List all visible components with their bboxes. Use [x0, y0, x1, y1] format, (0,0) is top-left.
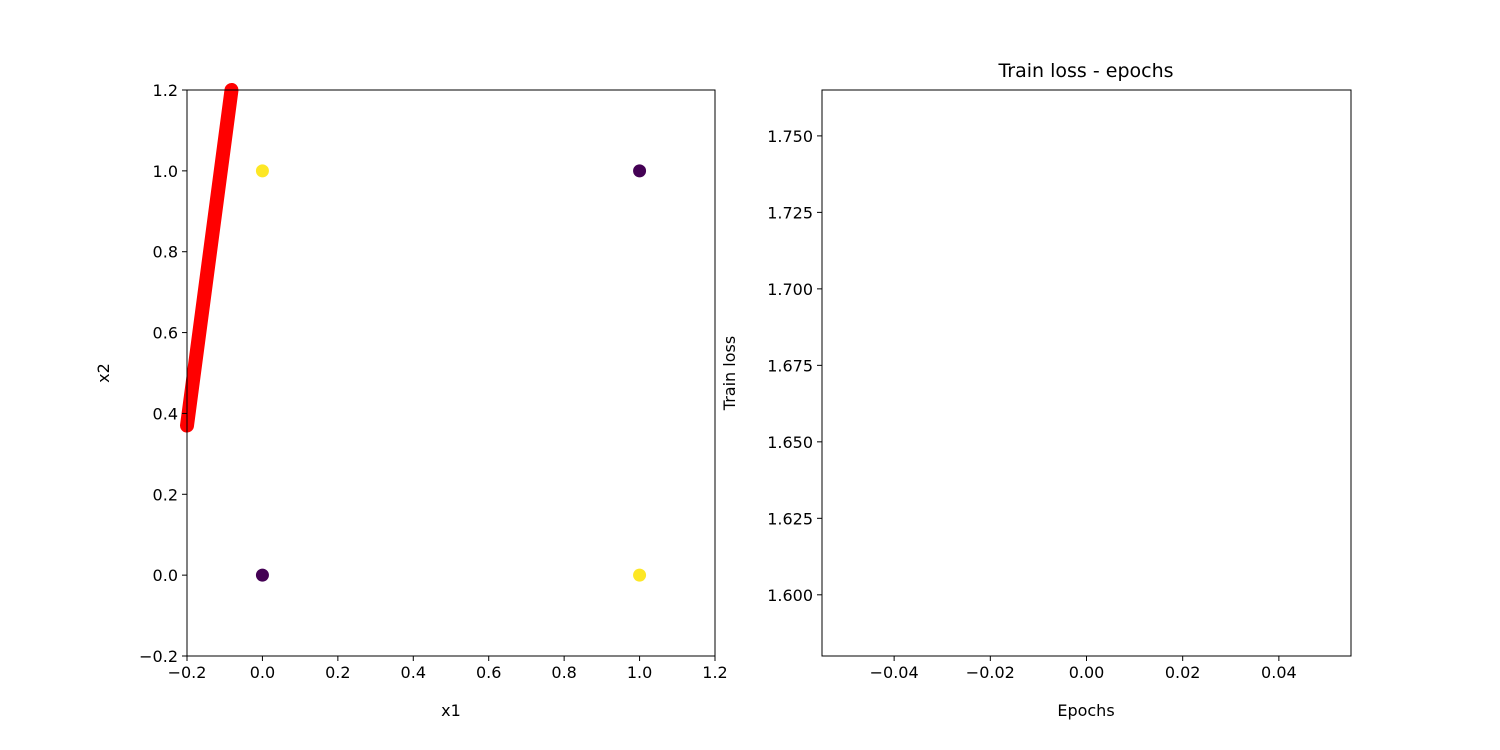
y-tick-label: 0.0	[153, 566, 178, 585]
x-tick-label: 0.6	[476, 663, 501, 682]
train-loss-plot: −0.04 −0.02 0.00 0.02 0.04 1.6001.6251.6501.…	[720, 60, 1352, 720]
x-tick-label: 1.0	[627, 663, 652, 682]
x-axis-label: Epochs	[1057, 701, 1114, 720]
y-tick-label: 1.700	[767, 280, 813, 299]
x-tick-label: 1.2	[702, 663, 727, 682]
y-tick-label: 1.650	[767, 433, 813, 452]
y-axis-label: Train loss	[720, 336, 739, 411]
x-tick-label: −0.2	[168, 663, 207, 682]
x-tick-label: −0.02	[966, 663, 1015, 682]
y-tick-label: 0.4	[153, 404, 178, 423]
plot-frame	[821, 89, 1352, 657]
y-axis-label: x2	[94, 363, 113, 383]
x-tick-label: 0.4	[401, 663, 426, 682]
data-point	[255, 164, 269, 178]
y-tick-label: 1.725	[767, 203, 813, 222]
y-tick-label: 1.625	[767, 509, 813, 528]
y-tick-label: 1.750	[767, 127, 813, 146]
y-tick-label: 0.6	[153, 324, 178, 343]
plot-frame	[186, 89, 716, 657]
y-tick-label: 1.2	[153, 81, 178, 100]
y-tick-label: −0.2	[139, 647, 178, 666]
x-axis-ticks: −0.2 0.0 0.2 0.4 0.6 0.8 1.0 1.2	[168, 656, 728, 682]
y-tick-label: 0.2	[153, 485, 178, 504]
x-tick-label: 0.0	[250, 663, 275, 682]
x-tick-label: 0.02	[1165, 663, 1201, 682]
chart-title: Train loss - epochs	[997, 60, 1173, 82]
data-point	[255, 568, 269, 582]
y-tick-label: 1.675	[767, 356, 813, 375]
x-tick-label: −0.04	[870, 663, 919, 682]
x-tick-label: 0.8	[551, 663, 576, 682]
x-tick-label: 0.04	[1261, 663, 1297, 682]
x-axis-ticks: −0.04 −0.02 0.00 0.02 0.04	[870, 656, 1297, 682]
x-axis-label: x1	[441, 701, 461, 720]
y-tick-label: 1.600	[767, 586, 813, 605]
y-axis-ticks: 1.600 1.625 1.650 1.675 1.700 1.725 1.750	[767, 127, 822, 605]
x-tick-label: 0.00	[1069, 663, 1105, 682]
y-tick-label: 1.0	[153, 162, 178, 181]
decision-boundary-line	[180, 83, 239, 433]
decision-boundary-plot: −0.2 0.0 0.2 0.4 0.6 0.8 1.0 1.2 −0.2 0.0 0.2 0.4 0…	[94, 81, 728, 720]
data-point	[633, 568, 647, 582]
y-axis-ticks: −0.2 0.0 0.2 0.4 0.6 0.8 1.0 1.2	[139, 81, 187, 666]
y-tick-label: 0.8	[153, 243, 178, 262]
data-point	[633, 164, 647, 178]
plot-area-marks	[180, 83, 647, 582]
x-tick-label: 0.2	[325, 663, 350, 682]
